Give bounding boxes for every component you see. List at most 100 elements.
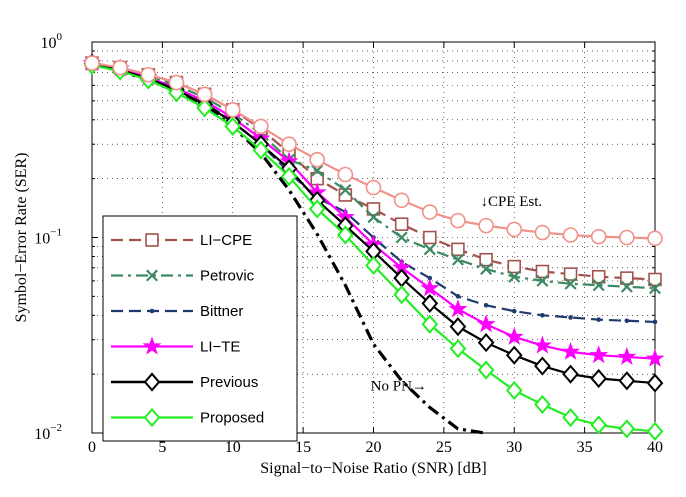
x-tick-label: 25 <box>436 439 452 456</box>
legend-item: LI−TE <box>111 336 240 356</box>
y-tick-label: 10−2 <box>34 422 62 443</box>
data-point <box>168 74 185 91</box>
data-point <box>511 308 517 314</box>
legend-item: LI−CPE <box>111 232 252 249</box>
data-point <box>308 199 326 219</box>
data-point <box>450 212 466 229</box>
data-point <box>647 230 663 247</box>
series-layer <box>82 53 665 441</box>
data-point <box>339 183 352 197</box>
x-tick-label: 5 <box>158 439 166 456</box>
data-point <box>448 299 468 318</box>
x-tick-label: 30 <box>506 439 522 456</box>
data-point <box>591 269 606 284</box>
data-point <box>562 407 579 428</box>
data-point <box>624 318 630 324</box>
data-point <box>590 368 608 389</box>
data-point <box>421 293 439 314</box>
legend-label: Petrovic <box>200 268 255 285</box>
legend-box <box>102 215 298 442</box>
data-point <box>507 259 521 274</box>
data-point <box>479 252 493 267</box>
data-point <box>590 228 607 245</box>
data-point <box>534 356 551 376</box>
x-tick-label: 20 <box>366 439 382 456</box>
legend-label: LI−TE <box>200 339 240 356</box>
data-point <box>617 346 637 365</box>
data-point <box>112 59 128 76</box>
data-point <box>536 274 549 287</box>
data-point <box>451 253 464 266</box>
data-point <box>589 345 609 364</box>
data-point <box>483 302 489 308</box>
data-point <box>451 242 465 257</box>
legend-label: LI−CPE <box>200 232 252 249</box>
data-point <box>535 264 550 279</box>
data-point <box>421 314 439 334</box>
data-point <box>508 270 521 283</box>
annotation-1: No PN→ <box>371 378 427 394</box>
data-point <box>480 262 493 276</box>
data-point <box>562 364 579 384</box>
data-point <box>478 217 494 234</box>
data-point <box>196 98 213 118</box>
data-point <box>393 192 410 209</box>
x-tick-label: 10 <box>225 439 241 456</box>
y-tick-label: 100 <box>41 31 63 52</box>
data-point <box>253 118 269 135</box>
x-tick-label: 40 <box>647 439 663 456</box>
data-point <box>505 345 523 365</box>
legend-label: Previous <box>200 374 258 391</box>
legend-marker <box>145 269 159 282</box>
y-axis-label: Symbol−Error Rate (SER) <box>13 153 30 323</box>
legend-marker <box>149 308 155 314</box>
data-point <box>311 164 324 177</box>
legend-item: Bittner <box>111 303 243 320</box>
data-point <box>562 227 579 243</box>
data-point <box>564 277 577 290</box>
legend-marker <box>145 233 159 247</box>
data-point <box>620 271 634 285</box>
data-point <box>367 211 380 224</box>
data-point <box>648 282 662 295</box>
data-point <box>365 255 382 275</box>
data-point <box>280 166 298 187</box>
legend: LI−CPE Petrovic Bittner LI−TE Previous Propos… <box>102 215 298 442</box>
data-point <box>648 272 662 287</box>
data-point <box>423 230 437 245</box>
data-point <box>561 341 581 360</box>
series-cpe-est-7 <box>84 55 663 247</box>
x-tick-label: 0 <box>88 439 96 456</box>
data-point <box>506 221 523 238</box>
data-point <box>455 294 461 299</box>
data-point <box>477 333 495 353</box>
data-point <box>309 151 326 168</box>
data-point <box>592 279 605 292</box>
legend-marker <box>142 336 162 355</box>
x-tick-label: 35 <box>577 439 593 456</box>
annotations: ↓CPE Est. No PN→ <box>371 194 542 395</box>
data-point <box>224 116 242 136</box>
data-point <box>504 326 524 346</box>
data-point <box>618 419 636 439</box>
data-point <box>337 225 354 245</box>
axis-ticks: 0 5 10 15 20 25 30 35 40 10−2 10−1 100 <box>34 31 663 456</box>
legend-marker <box>143 407 161 428</box>
data-point <box>596 317 601 322</box>
data-point <box>619 229 635 246</box>
data-point <box>568 315 573 320</box>
data-point <box>505 380 523 401</box>
legend-label: Proposed <box>200 410 264 427</box>
data-point <box>620 280 633 293</box>
data-point <box>423 243 436 256</box>
x-axis-label: Signal−to−Noise Ratio (SNR) [dB] <box>260 460 486 477</box>
data-point <box>427 275 433 281</box>
data-point <box>563 267 578 281</box>
data-point <box>281 136 297 153</box>
legend-item: Petrovic <box>111 268 255 285</box>
data-point <box>476 314 496 333</box>
data-point <box>420 278 440 297</box>
annotation-0: ↓CPE Est. <box>480 194 542 210</box>
data-point <box>395 231 408 244</box>
